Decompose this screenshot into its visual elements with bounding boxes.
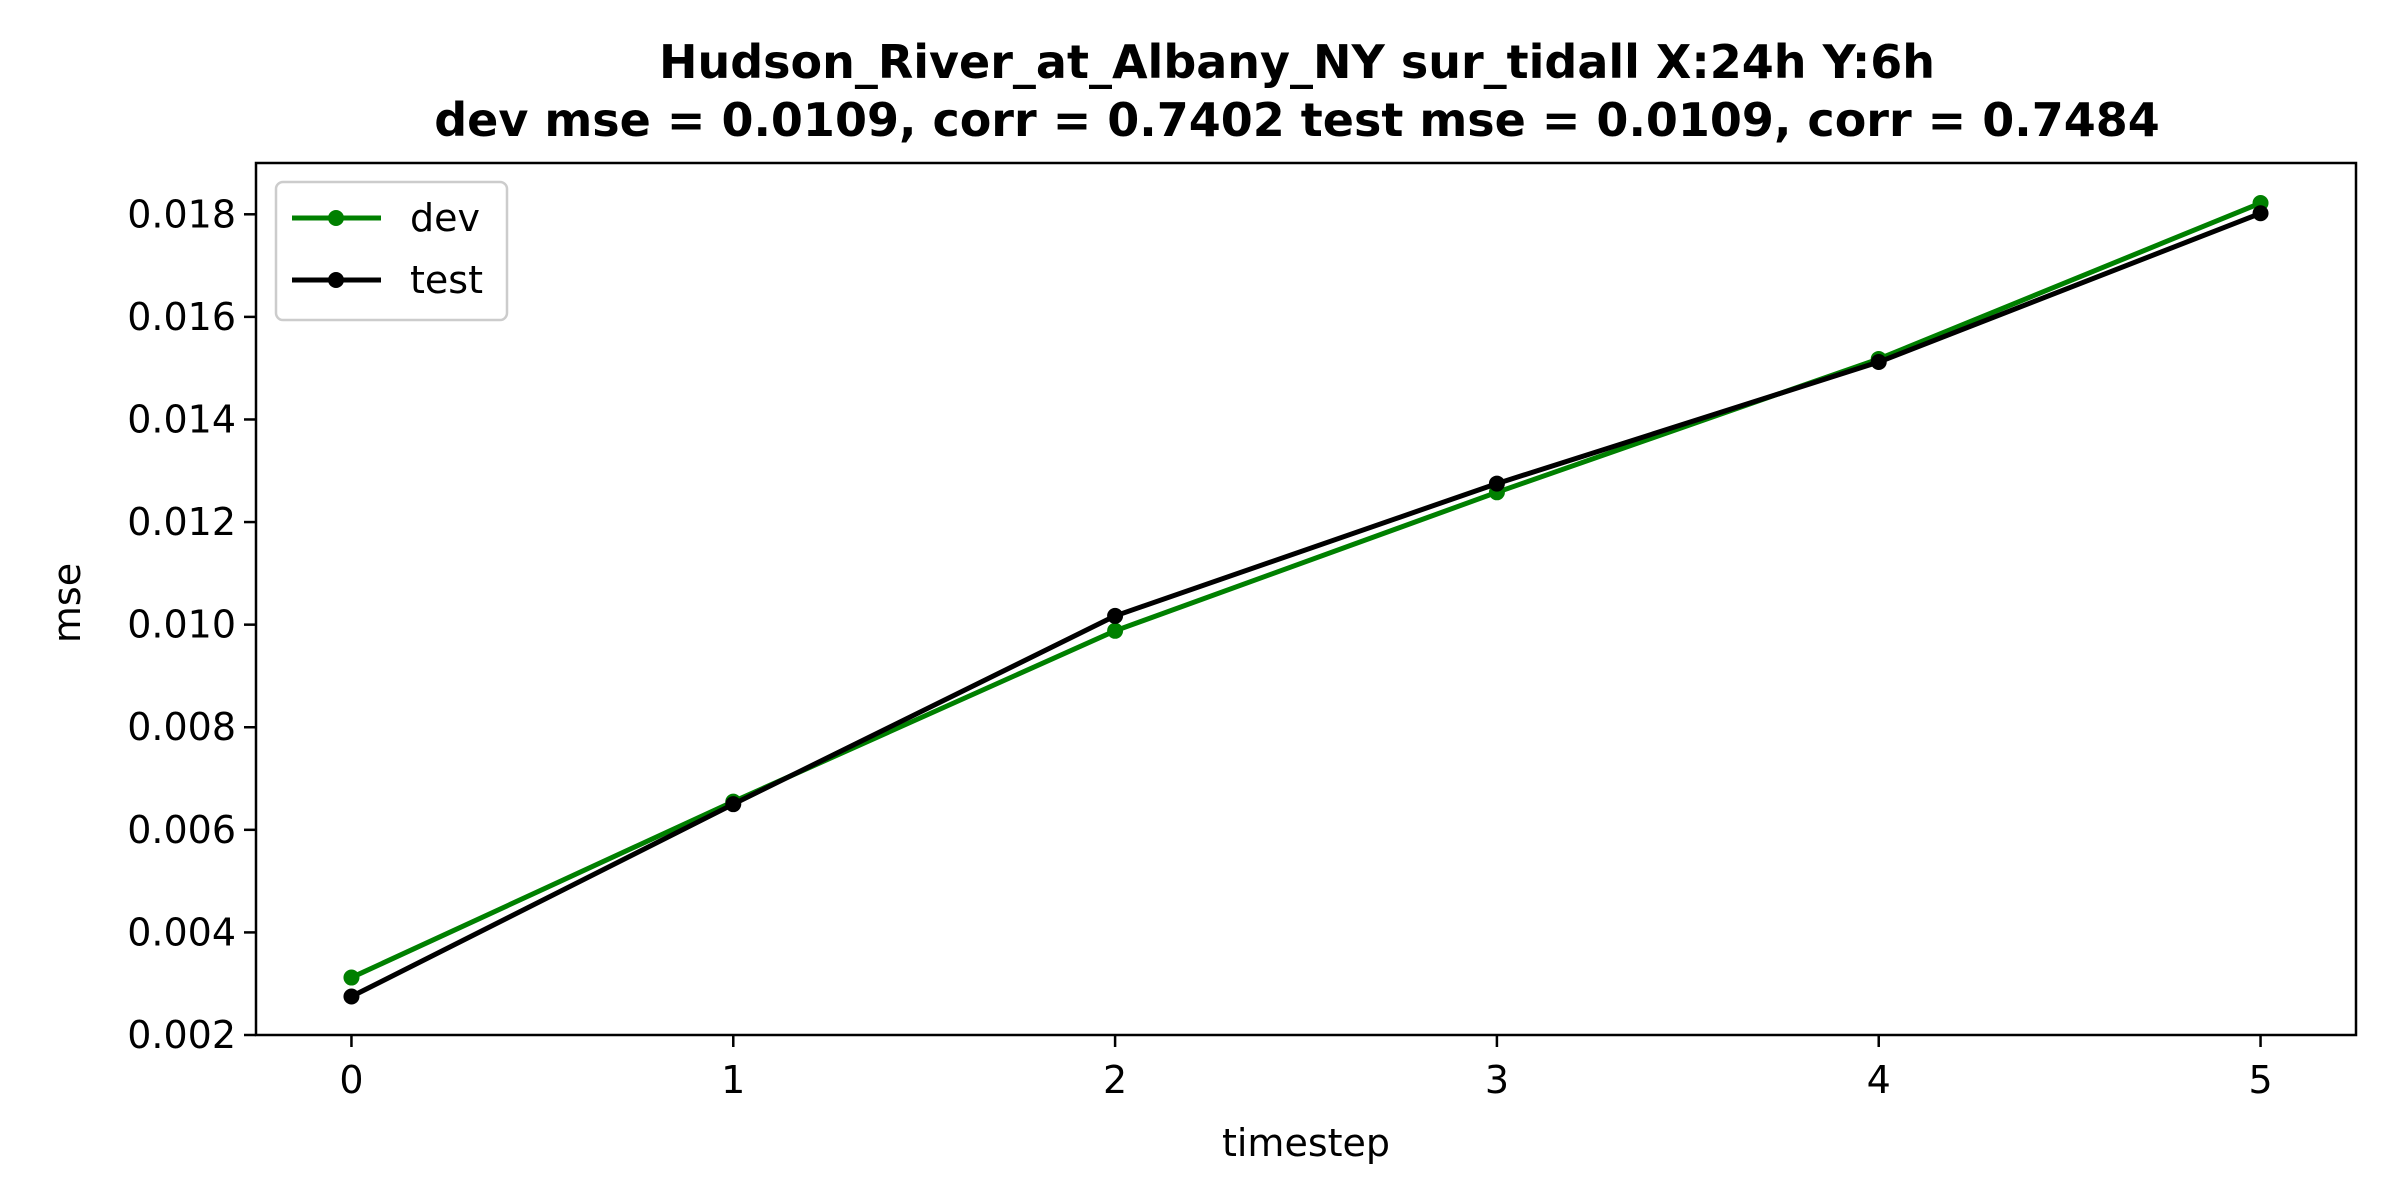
series-line-dev [350,200,2262,980]
legend-label-dev: dev [410,196,480,240]
data-point-dev [1107,622,1124,639]
y-tick-label: 0.006 [127,808,236,852]
data-point-test [1107,607,1124,624]
y-axis-ticks: 0.002 0.004 0.006 0.008 0.010 0.012 0.014 0.016… [127,192,256,1057]
legend: dev test [274,180,509,322]
data-point-test [1870,354,1887,371]
data-point-test [343,988,360,1005]
x-axis-label: timestep [1222,1121,1390,1165]
data-point-test [2252,205,2269,222]
chart-title-line2: dev mse = 0.0109, corr = 0.7402 test mse… [434,93,2160,147]
y-tick-label: 0.004 [127,910,236,954]
data-point-dev [343,969,360,986]
x-axis-ticks: 0 1 2 3 4 5 [339,1035,2273,1102]
y-tick-label: 0.012 [127,500,236,544]
y-tick-label: 0.010 [127,603,236,647]
y-tick-label: 0.018 [127,192,236,236]
x-tick-label: 1 [721,1058,745,1102]
data-point-test [1488,475,1505,492]
series-line-test [350,210,2262,999]
x-tick-label: 2 [1103,1058,1127,1102]
x-tick-label: 4 [1867,1058,1891,1102]
y-tick-label: 0.014 [127,397,236,441]
legend-label-test: test [410,258,483,302]
y-tick-label: 0.002 [127,1013,236,1057]
legend-marker-dev [328,210,344,226]
y-tick-label: 0.016 [127,295,236,339]
x-tick-label: 0 [339,1058,363,1102]
y-axis-label: mse [45,563,89,643]
series-layer [343,195,2269,1005]
x-tick-label: 5 [2248,1058,2272,1102]
plot-frame [254,161,2358,1037]
legend-marker-test [328,272,344,288]
y-tick-label: 0.008 [127,705,236,749]
data-point-test [725,796,742,813]
x-tick-label: 3 [1485,1058,1509,1102]
chart-title-line1: Hudson_River_at_Albany_NY sur_tidall X:2… [659,35,1935,89]
